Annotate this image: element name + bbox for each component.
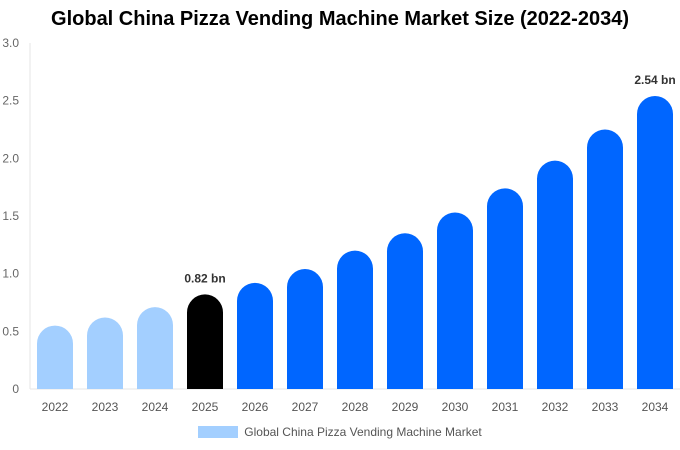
x-tick-label: 2031 bbox=[492, 400, 519, 414]
bar-2030 bbox=[437, 212, 473, 389]
x-tick-label: 2023 bbox=[92, 400, 119, 414]
x-tick-label: 2022 bbox=[42, 400, 69, 414]
bar-2027 bbox=[287, 269, 323, 389]
x-tick-label: 2032 bbox=[542, 400, 569, 414]
bar-2025 bbox=[187, 294, 223, 389]
x-tick-label: 2024 bbox=[142, 400, 169, 414]
legend-label: Global China Pizza Vending Machine Marke… bbox=[244, 425, 482, 439]
x-tick-label: 2030 bbox=[442, 400, 469, 414]
x-tick-label: 2028 bbox=[342, 400, 369, 414]
y-tick-label: 3.0 bbox=[2, 36, 19, 50]
bar-2026 bbox=[237, 282, 273, 389]
x-tick-label: 2027 bbox=[292, 400, 319, 414]
bar-2033 bbox=[587, 129, 623, 389]
bar-2022 bbox=[37, 325, 73, 389]
y-tick-label: 0 bbox=[12, 382, 19, 396]
bar-2034 bbox=[637, 96, 673, 389]
x-tick-label: 2033 bbox=[592, 400, 619, 414]
bar-2029 bbox=[387, 233, 423, 389]
y-tick-label: 2.0 bbox=[2, 151, 19, 165]
data-label: 0.82 bn bbox=[184, 271, 225, 285]
data-label: 2.54 bn bbox=[634, 73, 675, 87]
legend-swatch bbox=[198, 426, 239, 438]
y-tick-label: 0.5 bbox=[2, 324, 19, 338]
x-tick-label: 2029 bbox=[392, 400, 419, 414]
chart-title: Global China Pizza Vending Machine Marke… bbox=[51, 8, 629, 30]
bar-2023 bbox=[87, 317, 123, 389]
y-tick-label: 1.5 bbox=[2, 209, 19, 223]
bar-2024 bbox=[137, 307, 173, 389]
bar-2028 bbox=[337, 250, 373, 389]
x-tick-label: 2025 bbox=[192, 400, 219, 414]
y-tick-label: 1.0 bbox=[2, 267, 19, 281]
legend: Global China Pizza Vending Machine Marke… bbox=[0, 425, 680, 439]
x-tick-label: 2026 bbox=[242, 400, 269, 414]
x-tick-label: 2034 bbox=[642, 400, 669, 414]
y-tick-label: 2.5 bbox=[2, 94, 19, 108]
bar-2031 bbox=[487, 188, 523, 389]
bar-2032 bbox=[537, 160, 573, 389]
